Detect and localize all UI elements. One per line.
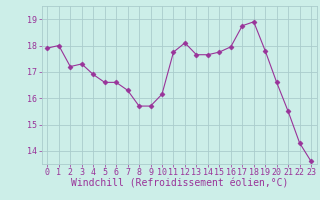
X-axis label: Windchill (Refroidissement éolien,°C): Windchill (Refroidissement éolien,°C) bbox=[70, 179, 288, 189]
